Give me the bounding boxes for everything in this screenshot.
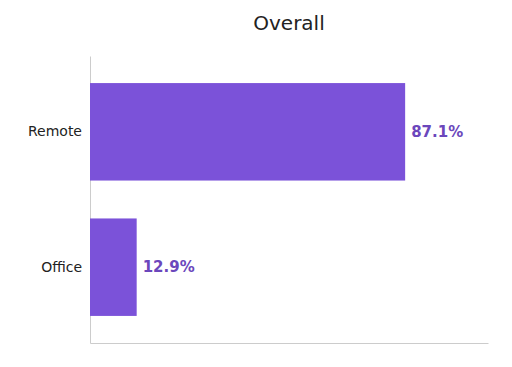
tick: Remote <box>28 123 90 139</box>
value-axis-line <box>91 343 489 344</box>
bar <box>90 218 137 315</box>
plot: Remote Office 87.1% 12.9% <box>28 57 489 344</box>
data-label: 12.9% <box>143 258 195 276</box>
bar <box>90 83 405 180</box>
tick: Office <box>41 259 90 275</box>
category-axis: Remote Office <box>28 57 91 344</box>
chart: Remote Office 87.1% 12.9% Overall <box>0 0 512 367</box>
value-axis <box>91 343 489 344</box>
title: Overall <box>253 11 324 35</box>
tick-label: Office <box>41 259 82 275</box>
tick-label: Remote <box>28 123 82 139</box>
data-label: 87.1% <box>411 123 463 141</box>
bars <box>90 83 405 316</box>
data-labels: 87.1% 12.9% <box>143 123 464 276</box>
